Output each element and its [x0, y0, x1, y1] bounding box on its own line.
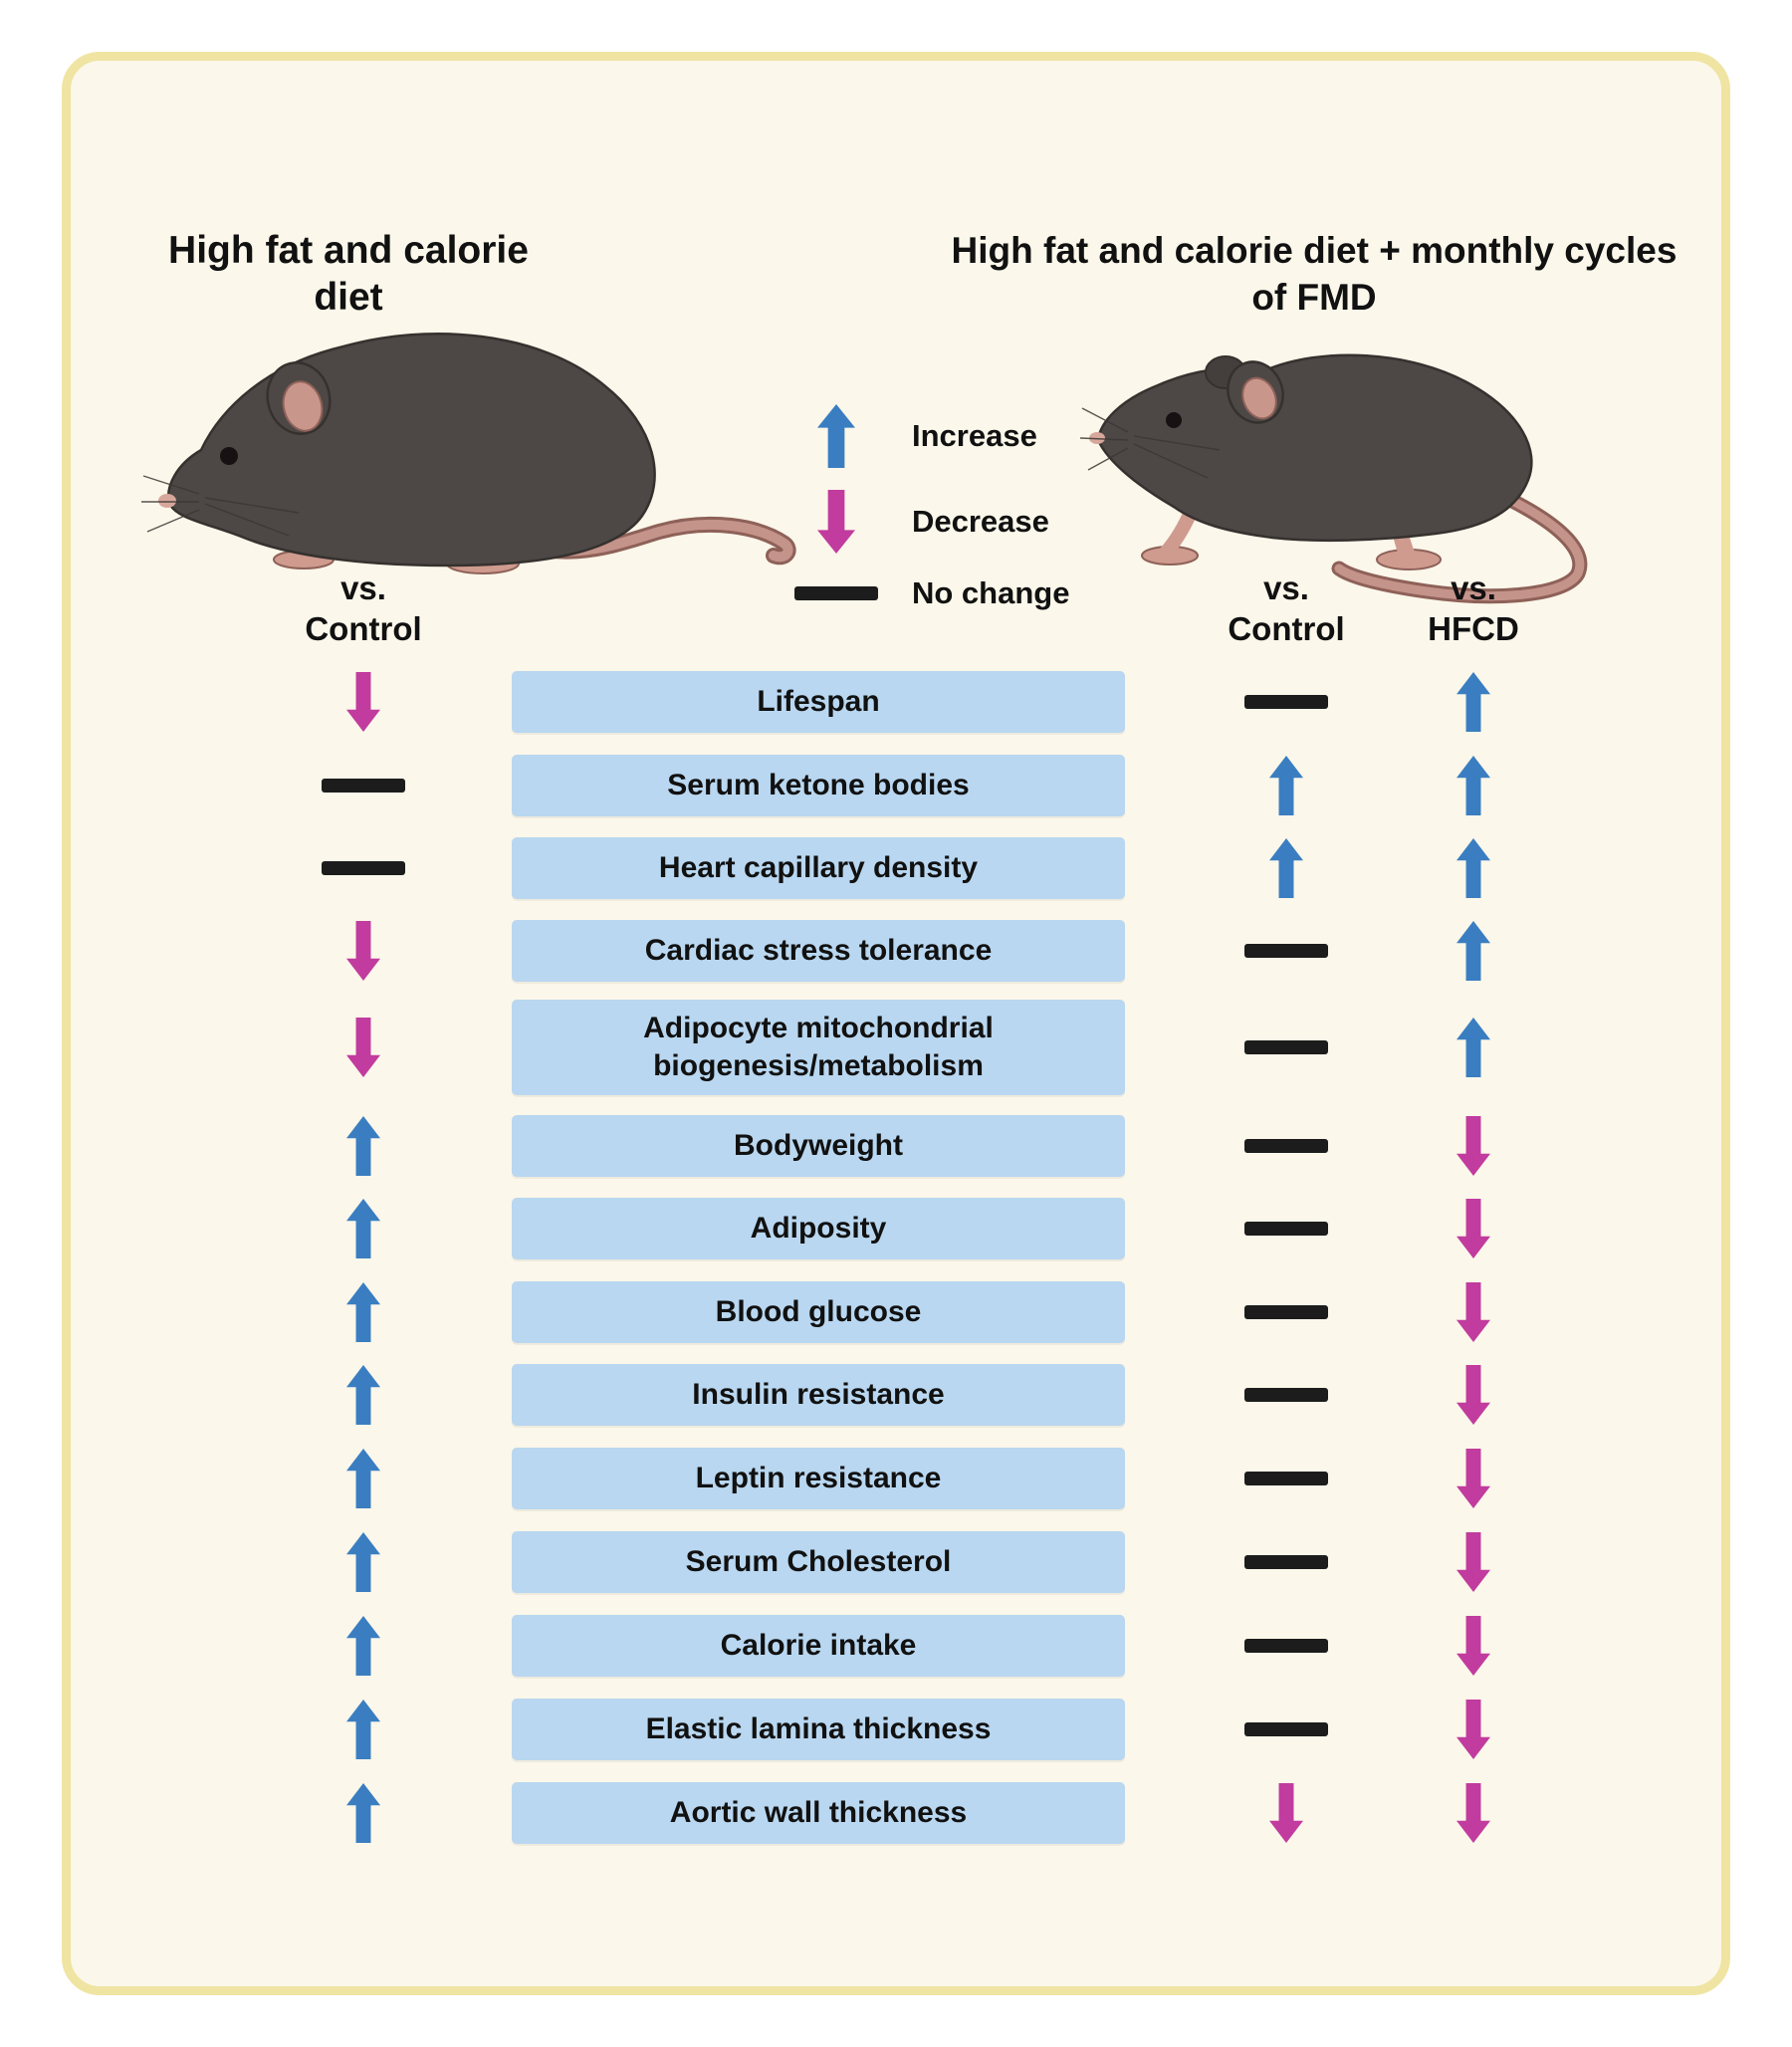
row-label-box: Heart capillary density [512, 837, 1125, 899]
fmd-vs-hfcd-decrease-arrow [1456, 1532, 1490, 1592]
hfcd-vs-control-increase-arrow [346, 1783, 380, 1843]
row-label-box: Cardiac stress tolerance [512, 920, 1125, 982]
row-label: Heart capillary density [658, 851, 979, 884]
legend-no-change-label: No change [912, 575, 1070, 610]
fmd-vs-hfcd-decrease-arrow [1456, 1282, 1490, 1342]
row-label: Elastic lamina thickness [645, 1712, 992, 1745]
mouse-whiskers [1081, 407, 1129, 433]
fmd-vs-control-no-change-dash [1244, 1639, 1328, 1653]
hfcd-vs-control-decrease-arrow [346, 1018, 380, 1077]
mouse-eye [1166, 412, 1182, 428]
row-label: Serum ketone bodies [667, 769, 970, 801]
row-label-box: Elastic lamina thickness [512, 1699, 1125, 1760]
row-label-box: Serum ketone bodies [512, 755, 1125, 816]
row-label-box: Adipocyte mitochondrial biogenesis/metab… [512, 1000, 1125, 1095]
hfcd-mouse-illustration [141, 333, 796, 574]
row-label: Leptin resistance [695, 1462, 942, 1494]
row-label-box: Serum Cholesterol [512, 1531, 1125, 1593]
hfcd-vs-control-increase-arrow [346, 1116, 380, 1176]
hfcd-vs-control-increase-arrow [346, 1700, 380, 1759]
fmd-vs-control-no-change-dash [1244, 944, 1328, 958]
row-label-box: Calorie intake [512, 1615, 1125, 1677]
fmd-vs-hfcd-decrease-arrow [1456, 1449, 1490, 1508]
fmd-mouse-illustration [1080, 353, 1588, 604]
fmd-vs-control-no-change-dash [1244, 695, 1328, 709]
row-label: Lifespan [757, 685, 880, 718]
mouse-nose [158, 494, 176, 508]
mouse-nose [1089, 432, 1105, 444]
legend-increase-label: Increase [912, 418, 1037, 453]
legend-decrease-label: Decrease [912, 504, 1049, 539]
row-label: Insulin resistance [692, 1378, 945, 1411]
row-label: Adiposity [750, 1212, 887, 1245]
fmd-vs-hfcd-decrease-arrow [1456, 1783, 1490, 1843]
fmd-vs-control-no-change-dash [1244, 1722, 1328, 1736]
row-label: Aortic wall thickness [669, 1796, 968, 1829]
hfcd-vs-control-increase-arrow [346, 1616, 380, 1676]
fmd-vs-control-no-change-dash [1244, 1305, 1328, 1319]
header-line: vs. [1263, 569, 1309, 606]
mouse-whiskers [142, 475, 200, 495]
row-label-box: Leptin resistance [512, 1448, 1125, 1509]
fmd-vs-control-no-change-dash [1244, 1222, 1328, 1236]
fmd-vs-hfcd-decrease-arrow [1456, 1700, 1490, 1759]
row-label-box: Aortic wall thickness [512, 1782, 1125, 1844]
fmd-vs-hfcd-increase-arrow [1456, 756, 1490, 815]
hfcd-vs-control-increase-arrow [346, 1532, 380, 1592]
hfcd-vs-control-decrease-arrow [346, 672, 380, 732]
hfcd-group-title-line1: High fat and calorie [168, 229, 529, 272]
hfcd-vs-control-decrease-arrow [346, 921, 380, 981]
fmd-vs-control-no-change-dash [1244, 1555, 1328, 1569]
fmd-vs-hfcd-increase-arrow [1456, 672, 1490, 732]
hfcd-vs-control-no-change-dash [322, 779, 405, 793]
fmd-vs-hfcd-header: vs. HFCD [1354, 568, 1593, 649]
hfcd-vs-control-increase-arrow [346, 1199, 380, 1258]
fmd-vs-hfcd-increase-arrow [1456, 838, 1490, 898]
hfcd-group-title: High fat and calorie diet [100, 227, 597, 321]
fmd-group-title: High fat and calorie diet + monthly cycl… [936, 227, 1692, 321]
row-label-box: Bodyweight [512, 1115, 1125, 1177]
fmd-vs-hfcd-decrease-arrow [1456, 1616, 1490, 1676]
header-line: vs. [340, 569, 386, 606]
hfcd-group-title-line2: diet [314, 276, 383, 319]
hfcd-vs-control-increase-arrow [346, 1365, 380, 1425]
row-label-box: Blood glucose [512, 1281, 1125, 1343]
row-label: Blood glucose [715, 1295, 922, 1328]
fmd-vs-control-decrease-arrow [1269, 1783, 1303, 1843]
fmd-vs-hfcd-decrease-arrow [1456, 1199, 1490, 1258]
fmd-group-title-line2: of FMD [1251, 277, 1377, 318]
row-label-box: Insulin resistance [512, 1364, 1125, 1426]
header-line: vs. [1451, 569, 1496, 606]
legend-no-change-dash [794, 586, 878, 600]
hfcd-vs-control-no-change-dash [322, 861, 405, 875]
fmd-vs-control-no-change-dash [1244, 1388, 1328, 1402]
row-label: Calorie intake [720, 1629, 917, 1662]
fmd-vs-control-increase-arrow [1269, 756, 1303, 815]
row-label: Bodyweight [734, 1129, 903, 1162]
hfcd-vs-control-header: vs. Control [244, 568, 483, 649]
header-line: Control [1228, 610, 1345, 647]
row-label: Cardiac stress tolerance [644, 934, 993, 967]
fmd-vs-hfcd-increase-arrow [1456, 921, 1490, 981]
header-line: HFCD [1428, 610, 1519, 647]
fmd-vs-hfcd-decrease-arrow [1456, 1116, 1490, 1176]
fmd-vs-control-no-change-dash [1244, 1139, 1328, 1153]
fmd-vs-control-increase-arrow [1269, 838, 1303, 898]
fmd-vs-hfcd-decrease-arrow [1456, 1365, 1490, 1425]
fmd-vs-control-header: vs. Control [1167, 568, 1406, 649]
row-label-box: Lifespan [512, 671, 1125, 733]
mouse-eye [220, 447, 238, 465]
hfcd-vs-control-increase-arrow [346, 1282, 380, 1342]
fmd-vs-hfcd-increase-arrow [1456, 1018, 1490, 1077]
row-label: Serum Cholesterol [685, 1545, 952, 1578]
row-label-box: Adiposity [512, 1198, 1125, 1259]
header-line: Control [305, 610, 422, 647]
row-label: Adipocyte mitochondrial biogenesis/metab… [643, 1012, 994, 1082]
fmd-vs-control-no-change-dash [1244, 1040, 1328, 1054]
fmd-vs-control-no-change-dash [1244, 1472, 1328, 1485]
hfcd-vs-control-increase-arrow [346, 1449, 380, 1508]
fmd-group-title-line1: High fat and calorie diet + monthly cycl… [951, 230, 1678, 271]
